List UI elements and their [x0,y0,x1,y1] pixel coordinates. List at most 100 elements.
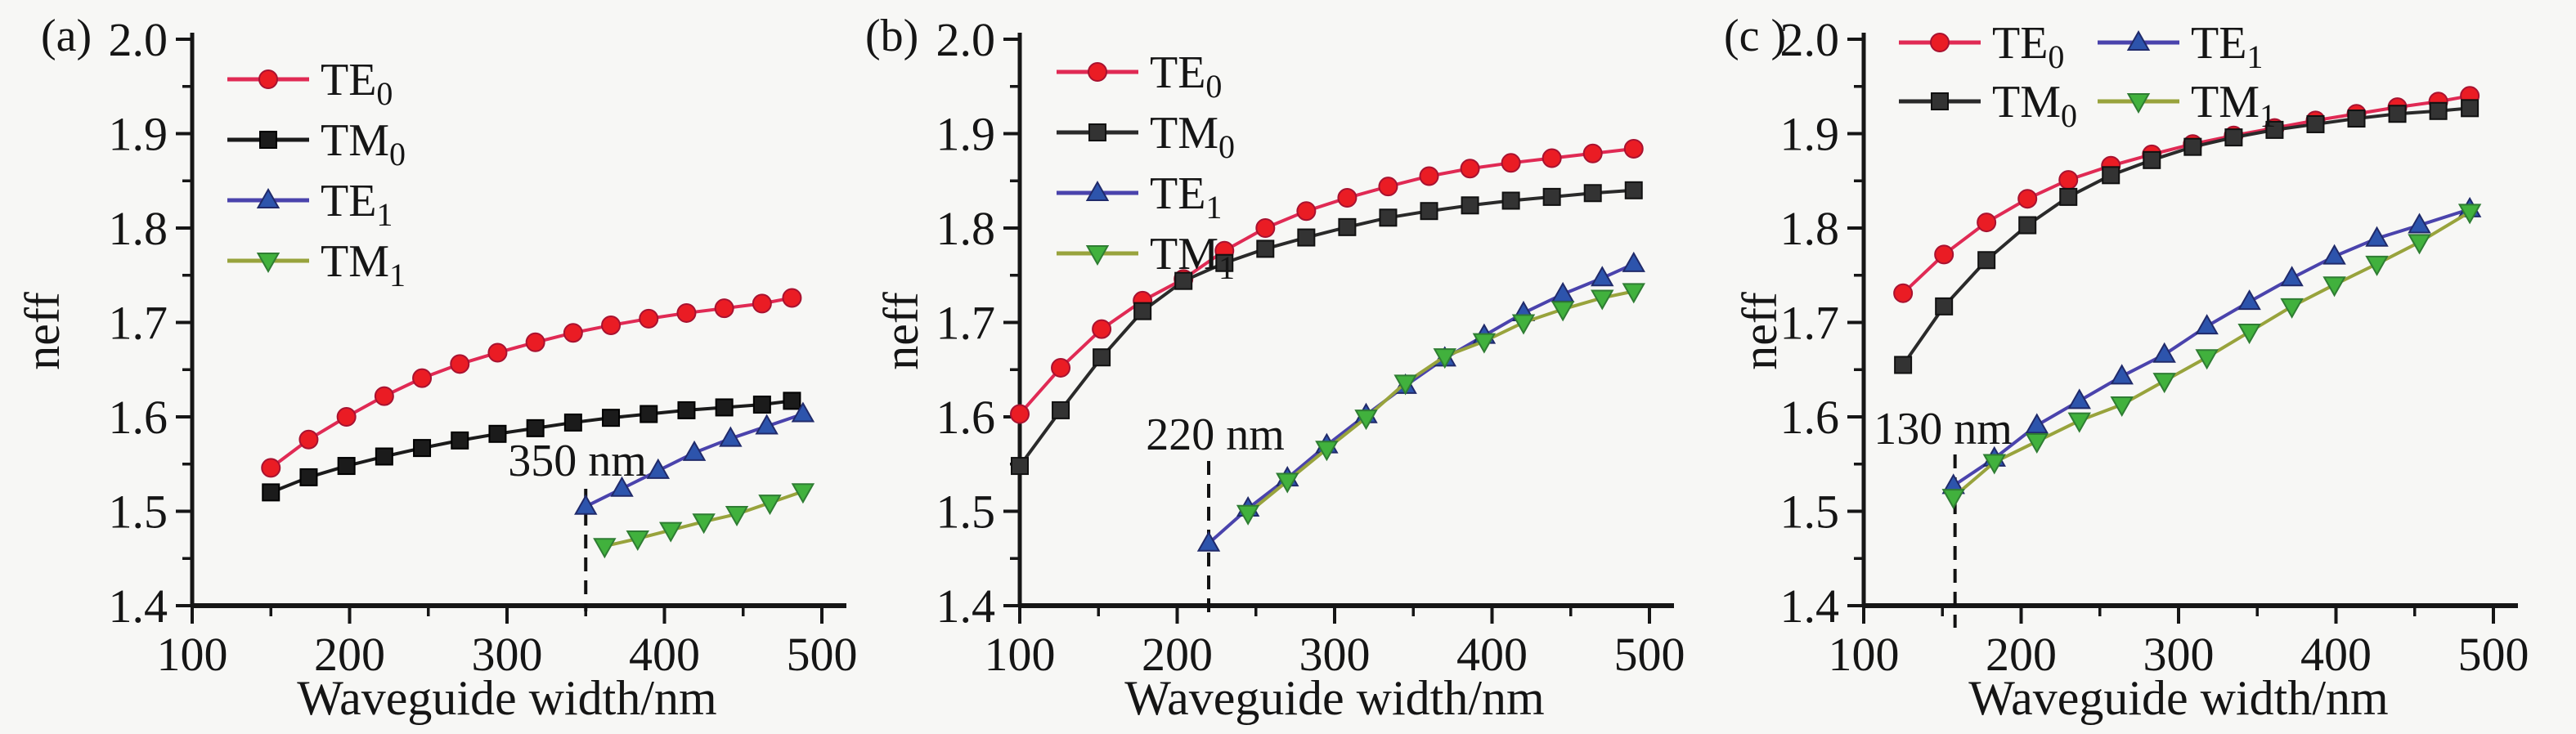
marker-square [2461,99,2480,118]
marker-circle [1501,153,1521,173]
marker-triangle-up [2195,314,2219,335]
marker-triangle-up [1085,180,1110,201]
legend-item-TM1: TM1 [227,236,406,293]
series-TM0 [1894,99,2480,374]
legend-item-TE0: TE0 [227,55,393,112]
marker-square [2143,150,2161,169]
marker-triangle-down [1276,472,1299,494]
series-TM1 [1941,204,2482,510]
legend-label-TE0: TE0 [321,55,393,112]
legend-item-TE1: TE1 [1057,168,1222,226]
y-tick-label: 1.5 [936,486,996,539]
marker-circle [1088,62,1107,82]
marker-triangle-down [692,513,716,535]
y-tick-label: 1.9 [109,108,168,161]
legend-item-TM1: TM1 [1057,229,1235,286]
y-axis-title: neff [16,292,70,370]
x-tick-label: 200 [1986,628,2057,681]
marker-triangle-down [2322,276,2346,298]
marker-circle [1051,357,1071,378]
marker-circle [374,386,394,406]
marker-triangle-down [658,521,683,543]
series-TE1 [1196,251,1645,552]
y-tick-label: 1.5 [109,486,168,539]
x-tick-label: 100 [1829,628,1900,681]
marker-triangle-down [1085,245,1110,266]
marker-circle [563,323,583,343]
marker-triangle-up [2126,29,2151,51]
legend-item-TE0: TE0 [1899,18,2064,75]
marker-triangle-down [2457,204,2482,225]
x-tick-label: 500 [2458,628,2529,681]
marker-triangle-down [725,505,749,526]
x-tick-label: 500 [1614,628,1685,681]
marker-circle [1934,244,1954,265]
marker-triangle-down [1622,283,1645,304]
marker-circle [1337,188,1358,208]
marker-square [1011,457,1029,476]
marker-square [1379,208,1398,227]
marker-triangle-down [256,253,280,274]
marker-triangle-up [2408,213,2431,234]
marker-triangle-up [2365,226,2389,247]
panel-b: 100 200 300 400 500 1.4 1.5 1.6 1.7 1.8 1.9 2.0 Wave… [859,0,1717,734]
marker-square [563,413,582,432]
y-axis-title: neff [1733,292,1787,370]
marker-circle [1582,143,1603,163]
series-TE0 [1893,86,2480,303]
marker-triangle-down [2195,349,2219,370]
y-axis-ticks: 1.4 1.5 1.6 1.7 1.8 1.9 2.0 [936,13,1020,633]
marker-square [677,401,696,419]
marker-circle [1930,33,1950,52]
legend-label-TE1: TE1 [321,176,393,233]
marker-triangle-up [256,187,280,208]
x-axis-title: Waveguide width/nm [1124,671,1544,725]
marker-triangle-up [1196,530,1221,552]
marker-square [2306,114,2325,133]
x-tick-label: 200 [1142,628,1213,681]
marker-triangle-up [574,494,598,515]
marker-circle [752,293,772,314]
marker-square [375,447,393,466]
legend-label-TM0: TM0 [1150,108,1235,165]
marker-circle [601,315,622,335]
marker-square [1542,187,1561,206]
marker-square [299,468,318,486]
marker-triangle-up [2152,342,2176,363]
x-tick-label: 400 [629,628,700,681]
marker-square [1215,253,1234,272]
axes [190,33,846,608]
marker-square [1935,297,1954,316]
y-tick-label: 1.8 [1780,202,1840,255]
y-axis-title: neff [874,292,928,370]
marker-circle [261,458,281,478]
y-tick-label: 1.4 [109,580,168,633]
marker-triangle-up [2280,266,2304,287]
marker-square [2059,187,2078,206]
marker-triangle-down [1433,348,1456,369]
marker-triangle-down [2152,373,2176,394]
marker-circle [1378,177,1398,197]
marker-square [2224,128,2243,147]
x-axis-ticks: 100 200 300 400 500 [985,606,1685,681]
y-tick-label: 2.0 [936,13,996,66]
legend-label-TE0: TE0 [1992,18,2064,75]
marker-square [1256,239,1275,258]
cutoff-annotation: 220 nm [1146,410,1285,618]
cutoff-annotation: 130 nm [1874,404,2013,628]
panel-a: 100 200 300 400 500 1.4 1.5 1.6 1.7 1.8 1.9 2.0 Wave… [0,0,859,734]
y-tick-label: 2.0 [109,13,168,66]
legend-label-TM0: TM0 [321,115,406,172]
series-TE0 [261,288,802,478]
x-tick-label: 400 [2300,628,2372,681]
series-TM1-line [1246,289,1635,515]
legend-item-TM0: TM0 [1057,108,1235,165]
marker-square [2018,216,2037,235]
marker-triangle-down [2126,93,2151,114]
x-tick-label: 300 [472,628,543,681]
marker-square [451,431,469,450]
marker-triangle-up [646,458,671,479]
marker-triangle-down [626,530,649,552]
